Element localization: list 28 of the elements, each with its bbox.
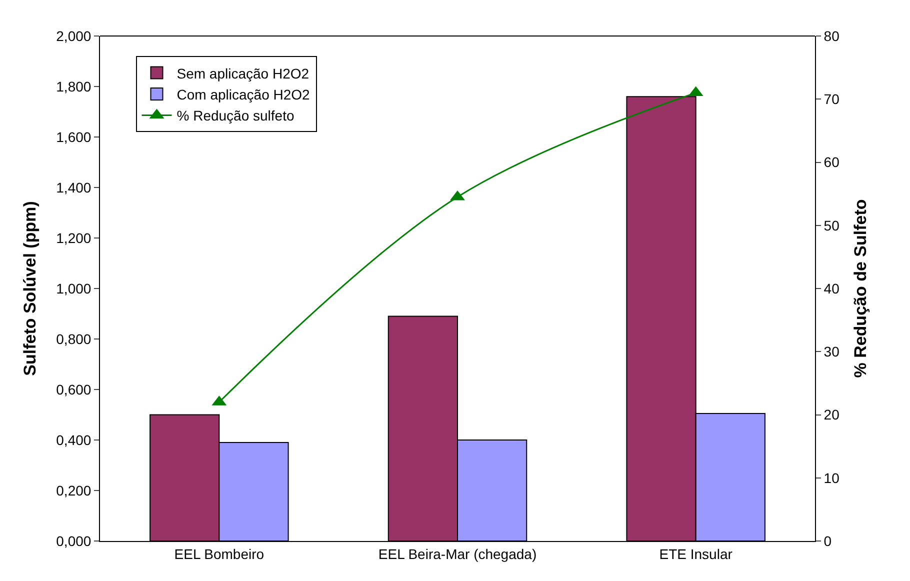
y-tick-label: 2,000 (56, 28, 92, 44)
y-tick-label: 0,200 (56, 482, 92, 498)
y-tick-label: 1,800 (56, 78, 92, 94)
x-tick-label: EEL Bombeiro (174, 546, 264, 562)
x-tick-label: EEL Beira-Mar (chegada) (378, 546, 537, 562)
legend-label: Sem aplicação H2O2 (176, 65, 310, 82)
y-tick-label: 0,400 (56, 432, 92, 448)
legend-label: % Redução sulfeto (176, 108, 294, 124)
y-tick-label: 0,600 (56, 381, 92, 398)
y2-tick-label: 40 (824, 280, 840, 296)
y-tick-label: 1,400 (56, 179, 92, 196)
y-tick-label: 1,200 (56, 230, 92, 246)
y2-axis-title: % Redução de Sulfeto (850, 199, 870, 378)
y-axis-title: Sulfeto Solúvel (ppm) (20, 201, 40, 376)
y2-tick-label: 30 (824, 344, 840, 360)
y2-tick-label: 80 (824, 28, 840, 44)
y-tick-label: 0,000 (56, 532, 92, 549)
y2-tick-label: 20 (824, 406, 840, 423)
y2-tick-label: 10 (824, 470, 840, 486)
y-tick-label: 1,600 (56, 128, 92, 145)
y2-tick-label: 70 (824, 91, 840, 108)
legend-label: Com aplicação H2O2 (176, 86, 310, 102)
y2-tick-label: 0 (824, 532, 832, 549)
y2-tick-label: 60 (824, 154, 840, 170)
y2-tick-label: 50 (824, 217, 840, 234)
x-tick-label: ETE Insular (659, 546, 733, 562)
y-tick-label: 0,800 (56, 330, 92, 347)
y-tick-label: 1,000 (56, 280, 92, 296)
